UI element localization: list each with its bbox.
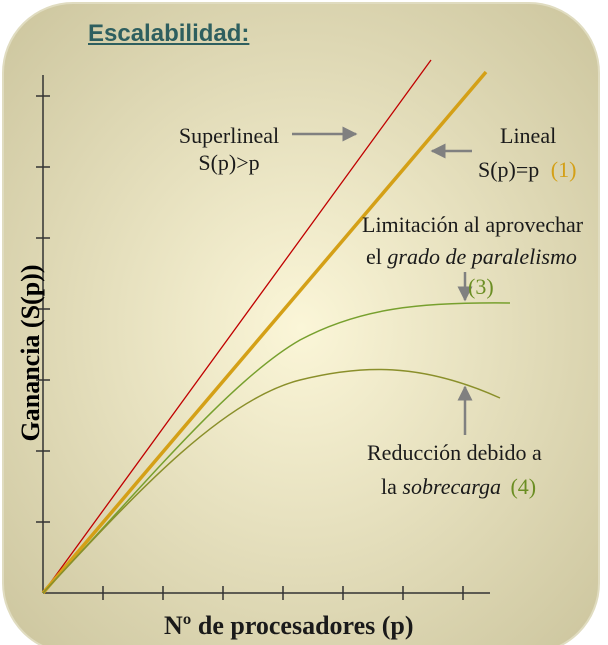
x-ticks bbox=[102, 586, 464, 600]
superlineal-label: Superlineal S(p)>p bbox=[170, 122, 288, 176]
lineal-formula: S(p)=p bbox=[478, 157, 540, 182]
lineal-curve bbox=[41, 70, 488, 595]
y-ticks bbox=[36, 95, 50, 523]
limitacion-italic: grado de paralelismo bbox=[387, 244, 577, 269]
reduccion-prefix: la bbox=[381, 474, 403, 499]
reduccion-number: (4) bbox=[510, 474, 537, 499]
reduccion-line2: la sobrecarga (4) bbox=[381, 473, 536, 500]
superlineal-curve bbox=[42, 59, 432, 594]
superlineal-formula: S(p)>p bbox=[198, 150, 260, 175]
x-axis-label: Nº de procesadores (p) bbox=[164, 611, 414, 640]
limitacion-number: (3) bbox=[468, 274, 494, 299]
limitacion-prefix: el bbox=[366, 244, 388, 269]
limitacion-line1: Limitación al aprovechar bbox=[362, 212, 584, 237]
reduccion-line1: Reducción debido a bbox=[367, 440, 542, 465]
reduccion-curve bbox=[42, 368, 501, 594]
y-axis-label: Ganancia (S(p)) bbox=[16, 264, 45, 442]
reduccion-italic: sobrecarga bbox=[402, 474, 501, 499]
page-title: Escalabilidad: bbox=[88, 20, 250, 47]
limitacion-line2: el grado de paralelismo bbox=[366, 243, 577, 270]
limitacion-curve bbox=[42, 302, 511, 594]
superlineal-title: Superlineal bbox=[178, 123, 280, 148]
lineal-title: Lineal bbox=[500, 123, 557, 148]
lineal-formula-line: S(p)=p (1) bbox=[478, 156, 576, 183]
lineal-number: (1) bbox=[550, 157, 577, 182]
